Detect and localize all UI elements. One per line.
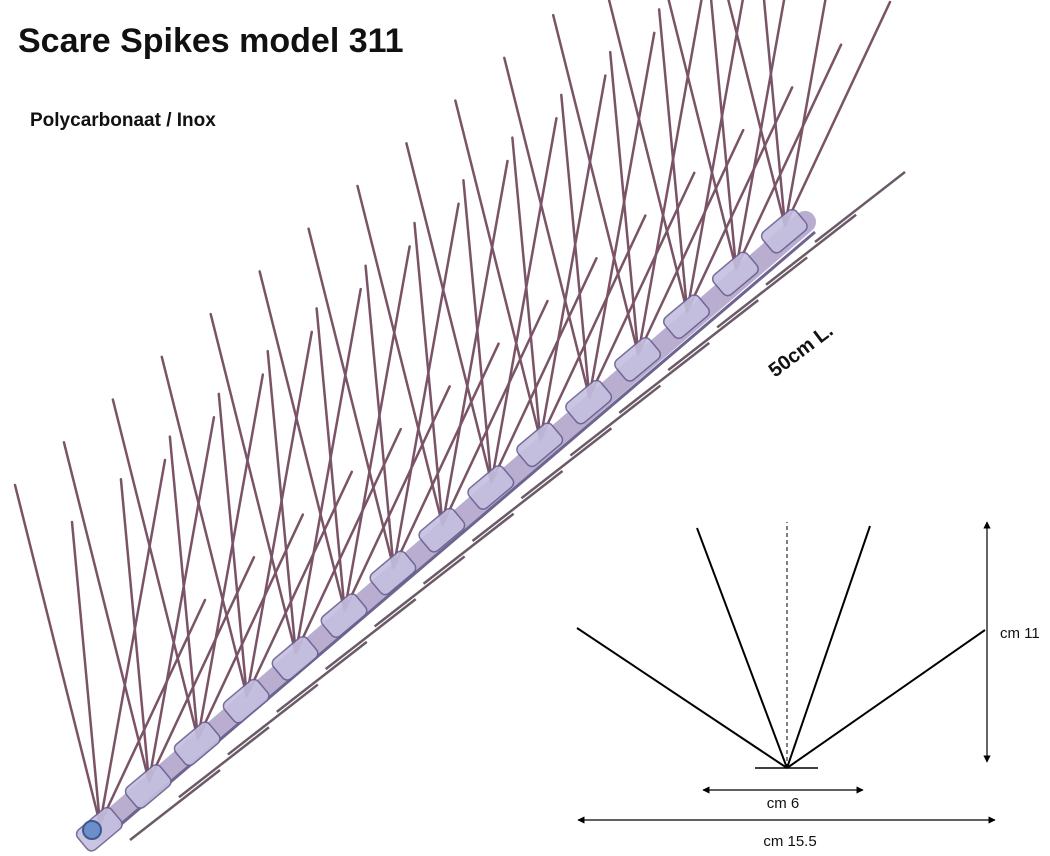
- spike: [413, 221, 444, 527]
- spike: [196, 373, 265, 740]
- spike: [511, 136, 542, 441]
- spike: [392, 202, 460, 569]
- spike: [657, 8, 689, 313]
- height-label: cm 11: [1000, 625, 1040, 642]
- subtitle: Polycarbonaat / Inox: [30, 110, 216, 131]
- clip: [271, 635, 319, 681]
- spike: [405, 142, 493, 484]
- spike: [160, 355, 249, 698]
- spike: [607, 0, 689, 313]
- clip: [614, 336, 662, 382]
- spike: [307, 227, 395, 569]
- clip: [711, 251, 759, 297]
- spike: [168, 435, 200, 740]
- spike-strip: [13, 0, 906, 852]
- spike: [111, 398, 200, 740]
- base-width-label: cm 6: [767, 795, 800, 812]
- strip-edge: [119, 230, 816, 827]
- side-rod: [814, 171, 906, 243]
- spike: [294, 287, 362, 655]
- spike: [258, 270, 346, 612]
- spike: [734, 43, 843, 270]
- title: Scare Spikes model 311: [18, 22, 404, 60]
- spike: [217, 392, 249, 698]
- side-rod: [471, 470, 564, 542]
- spike: [454, 99, 542, 441]
- spike: [147, 416, 216, 783]
- side-rod: [520, 427, 613, 500]
- spike: [119, 478, 151, 783]
- side-rod: [129, 769, 221, 841]
- side-rod: [227, 683, 319, 756]
- spike: [685, 0, 745, 313]
- clip: [369, 550, 417, 596]
- length-label: 50cm L.: [765, 320, 838, 382]
- clip: [467, 465, 515, 510]
- spike: [560, 93, 591, 399]
- spike: [783, 0, 827, 228]
- spike: [364, 264, 395, 569]
- spike: [62, 441, 151, 783]
- clip: [222, 678, 270, 724]
- clip: [516, 422, 564, 468]
- side-rod: [618, 341, 711, 414]
- spike: [608, 50, 640, 356]
- side-rod: [716, 256, 808, 329]
- spike: [462, 179, 493, 484]
- dimension-diagram: [576, 521, 996, 824]
- clip: [124, 764, 172, 809]
- spike: [667, 0, 738, 270]
- spike: [734, 0, 786, 270]
- end-cap: [82, 820, 102, 840]
- spike: [490, 117, 558, 484]
- spike: [70, 520, 102, 826]
- side-rod: [765, 213, 857, 286]
- spike: [98, 458, 167, 826]
- side-rod: [373, 555, 466, 628]
- spike: [441, 159, 509, 527]
- clip: [320, 593, 368, 639]
- spike: [13, 483, 102, 826]
- clip: [418, 507, 466, 553]
- spike: [266, 349, 297, 655]
- spike: [356, 184, 444, 527]
- spike: [209, 312, 297, 655]
- clip: [173, 721, 221, 767]
- side-rod: [276, 640, 368, 713]
- clip: [760, 208, 808, 254]
- side-rod: [667, 299, 759, 372]
- spike: [762, 0, 787, 228]
- total-width-label: cm 15.5: [763, 833, 816, 850]
- spike: [709, 0, 738, 270]
- clip: [565, 379, 613, 425]
- side-rod: [422, 512, 515, 585]
- spike: [727, 0, 787, 228]
- spike: [245, 330, 314, 698]
- spike: [503, 56, 591, 399]
- side-rod: [178, 726, 270, 799]
- spike: [636, 0, 703, 356]
- spike: [343, 245, 411, 612]
- spike: [588, 31, 656, 399]
- spike: [315, 307, 346, 612]
- side-rod: [324, 598, 417, 671]
- clip: [662, 294, 711, 340]
- spike: [551, 13, 640, 356]
- side-rod: [569, 384, 662, 457]
- spike: [783, 0, 892, 228]
- spike: [539, 74, 607, 441]
